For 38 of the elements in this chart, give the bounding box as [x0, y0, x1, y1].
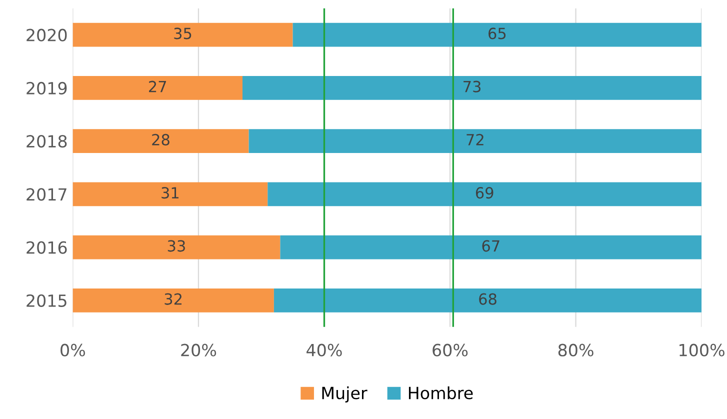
- data-label: 35: [174, 28, 192, 40]
- x-tick-label: 60%: [432, 344, 468, 356]
- data-label: 67: [482, 240, 500, 252]
- data-label: 68: [479, 293, 496, 305]
- bar: [72, 288, 274, 312]
- bar: [242, 76, 702, 100]
- data-label: 27: [148, 80, 166, 92]
- bar: [72, 129, 249, 153]
- bar: [72, 22, 293, 47]
- legend-label: Mujer: [322, 386, 368, 403]
- data-label: 65: [488, 28, 506, 40]
- y-tick-label: 2015: [26, 294, 66, 307]
- y-tick-label: 2019: [26, 82, 67, 94]
- bar: [248, 129, 702, 153]
- data-label: 28: [152, 134, 170, 146]
- bar: [292, 22, 702, 47]
- bar: [72, 182, 268, 206]
- bar: [274, 288, 702, 312]
- bar: [280, 235, 702, 260]
- y-tick-label: 2017: [26, 188, 66, 201]
- bar: [72, 235, 280, 260]
- data-label: 33: [168, 240, 185, 252]
- data-label: 32: [164, 293, 182, 305]
- data-label: 69: [476, 187, 494, 199]
- x-tick-label: 40%: [306, 344, 342, 356]
- legend-label: Hombre: [408, 386, 473, 400]
- y-tick-label: 2016: [26, 241, 67, 254]
- x-tick-label: 0%: [60, 344, 85, 356]
- bar: [72, 76, 242, 100]
- data-label: 31: [162, 187, 178, 199]
- y-tick-label: 2020: [26, 28, 67, 42]
- x-tick-label: 80%: [558, 344, 594, 356]
- bar: [268, 182, 702, 206]
- data-label: 73: [464, 80, 481, 92]
- data-label: 72: [466, 134, 484, 146]
- x-tick-label: 20%: [181, 344, 216, 356]
- x-tick-label: 100%: [680, 344, 724, 356]
- y-tick-label: 2018: [26, 135, 67, 148]
